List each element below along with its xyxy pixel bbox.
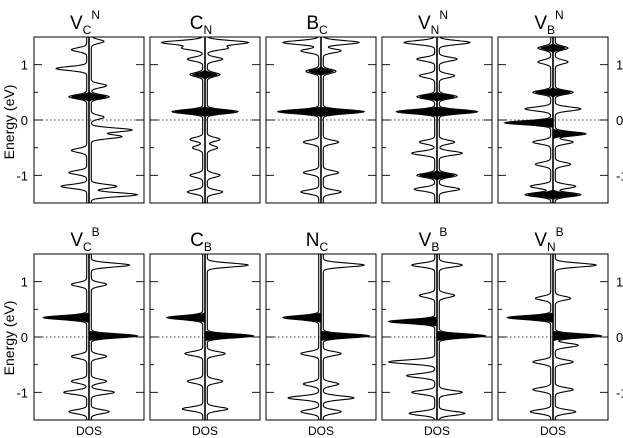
dos-spin-down-curve (160, 37, 204, 203)
filled-state-up (437, 106, 476, 117)
y-tick-label-left: -1 (16, 385, 28, 400)
filled-state-down (391, 316, 437, 327)
dos-spin-up-curve (90, 37, 139, 203)
dos-panel-1-3 (382, 254, 492, 420)
dos-panel-1-4 (498, 254, 608, 420)
filled-state-up (553, 87, 571, 98)
dos-spin-up-curve (206, 254, 255, 420)
filled-state-up (437, 91, 455, 102)
y-tick-label-right: 1 (616, 275, 623, 290)
filled-state-down (285, 312, 321, 323)
y-tick-label-left: 0 (21, 113, 28, 128)
filled-state-down (174, 106, 205, 117)
filled-state-up (437, 331, 483, 341)
y-tick-label-left: 1 (21, 58, 28, 73)
filled-state-down (280, 106, 321, 117)
filled-state-up (89, 331, 135, 341)
panels-layer: VCN CN BC VNN VBN -1 -1 0 0 1 1 VCB DOS CB DOS NC DOS VBB… (16, 8, 623, 438)
y-tick-label-right: 0 (616, 113, 623, 128)
filled-state-up (205, 106, 236, 117)
dos-spin-up-curve (438, 254, 487, 420)
dos-spin-up-curve (90, 254, 139, 420)
filled-state-up (321, 106, 362, 117)
filled-state-down (308, 66, 321, 77)
dos-spin-up-curve (554, 254, 603, 420)
y-tick-label-right: 0 (616, 330, 623, 345)
filled-state-down (45, 312, 89, 323)
filled-state-down (398, 106, 437, 117)
dos-panel-1-2 (266, 254, 376, 420)
panel-title: CN (190, 13, 212, 37)
filled-state-down (507, 117, 553, 128)
dos-spin-up-curve (554, 37, 587, 203)
y-tick-label-right: -1 (616, 385, 623, 400)
dos-spin-up-curve (206, 37, 250, 203)
dos-spin-up-curve (438, 37, 479, 203)
filled-state-down (71, 91, 89, 102)
panel-title: VBB (419, 225, 448, 254)
panel-title: VCB (70, 225, 99, 254)
filled-state-down (419, 91, 437, 102)
panel-title: VCN (70, 8, 100, 37)
dos-panel-1-1 (150, 254, 260, 420)
panel-title: BC (306, 13, 328, 37)
dos-spin-down-curve (276, 37, 320, 203)
filled-state-up (553, 129, 584, 139)
dos-panel-0-2 (266, 37, 376, 203)
filled-state-up (321, 66, 334, 77)
filled-state-up (553, 189, 579, 200)
x-axis-label-dos: DOS (192, 424, 218, 438)
dos-spin-up-curve (322, 254, 371, 420)
filled-state-up (553, 43, 566, 53)
filled-state-down (535, 87, 553, 98)
filled-state-up (437, 170, 455, 181)
dos-spin-down-curve (387, 254, 436, 420)
y-tick-label-right: 1 (616, 58, 623, 73)
panel-title: CB (190, 230, 212, 254)
y-axis-label-top: Energy (eV) (1, 85, 17, 160)
y-tick-label-left: 1 (21, 275, 28, 290)
filled-state-down (169, 312, 205, 323)
dos-panel-1-0 (34, 254, 144, 420)
y-axis-label-bottom: Energy (eV) (1, 301, 17, 376)
panel-title: NC (306, 230, 329, 254)
dos-panel-0-3 (382, 37, 492, 203)
y-tick-label-left: 0 (21, 330, 28, 345)
dos-spin-down-curve (281, 254, 320, 420)
dos-panel-0-0 (34, 37, 144, 203)
y-tick-label-left: -1 (16, 168, 28, 183)
filled-state-down (419, 170, 437, 181)
y-tick-label-right: -1 (616, 168, 623, 183)
dos-spin-down-curve (165, 254, 204, 420)
x-axis-label-dos: DOS (424, 424, 450, 438)
dos-spin-down-curve (395, 37, 436, 203)
filled-state-up (89, 91, 107, 102)
filled-state-up (321, 331, 367, 341)
dos-spin-up-curve (322, 37, 366, 203)
dos-spin-down-curve (503, 37, 552, 203)
filled-state-up (205, 69, 218, 80)
panel-title: VNB (534, 225, 563, 254)
dos-panel-0-1 (150, 37, 260, 203)
panel-title: VBN (534, 8, 563, 37)
dos-spin-down-curve (506, 254, 552, 420)
dos-spin-down-curve (55, 37, 88, 203)
x-axis-label-dos: DOS (540, 424, 566, 438)
x-axis-label-dos: DOS (308, 424, 334, 438)
filled-state-up (553, 331, 599, 341)
filled-state-down (540, 43, 553, 53)
filled-state-down (192, 69, 205, 80)
dos-spin-down-curve (42, 254, 88, 420)
panel-title: VNN (418, 8, 448, 37)
x-axis-label-dos: DOS (76, 424, 102, 438)
filled-state-down (527, 189, 553, 200)
dos-panel-0-4 (498, 37, 608, 203)
filled-state-down (509, 312, 553, 323)
filled-state-up (205, 331, 251, 341)
